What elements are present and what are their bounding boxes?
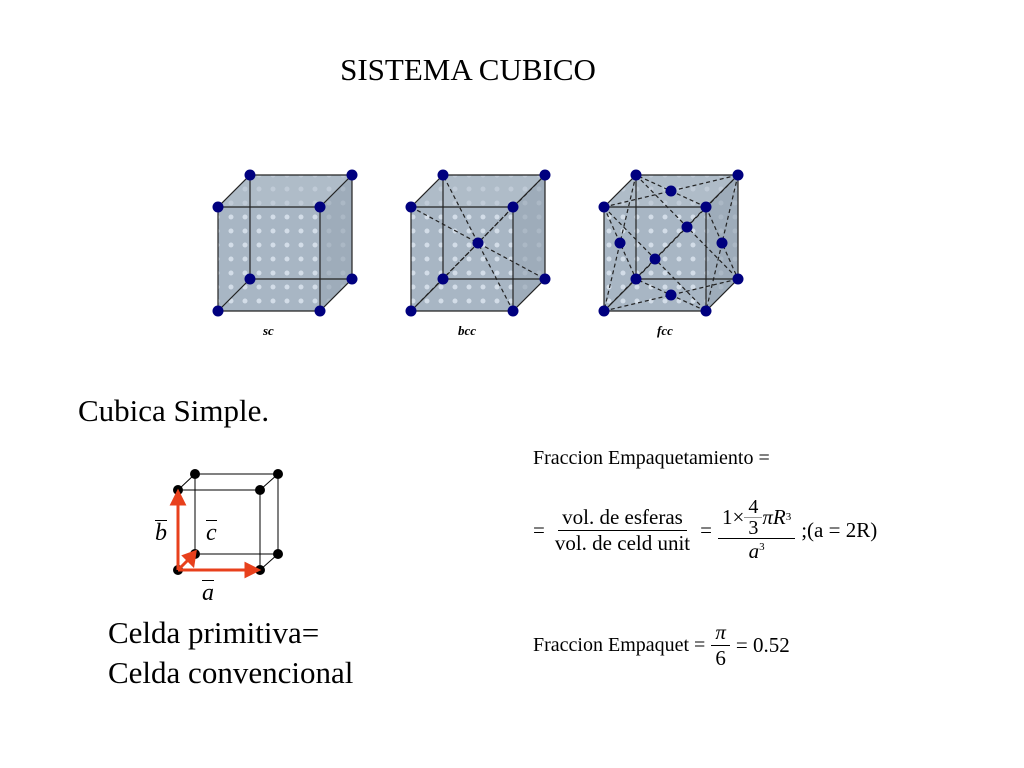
- atom: [405, 305, 417, 317]
- atom: [700, 305, 712, 317]
- atom: [507, 305, 519, 317]
- caption-line-2: Celda convencional: [108, 655, 354, 690]
- atom: [437, 273, 449, 285]
- result-value: = 0.52: [735, 632, 790, 657]
- equals: =: [700, 517, 712, 542]
- exponent: 3: [759, 540, 765, 553]
- result-label: Fraccion Empaquet =: [533, 633, 706, 656]
- atom: [244, 169, 256, 181]
- atom: [598, 305, 610, 317]
- formula-result: Fraccion Empaquet = π 6 = 0.52: [533, 615, 790, 675]
- vector-a-label: a: [202, 580, 214, 606]
- denominator: 6: [715, 645, 726, 670]
- numerator: vol. de esferas: [558, 505, 687, 531]
- denominator: a3: [745, 539, 769, 564]
- prefix: 1×: [722, 504, 745, 529]
- numerator: 4: [744, 497, 763, 518]
- numerator: π: [711, 620, 730, 646]
- atom: [665, 289, 677, 301]
- atom: [732, 273, 744, 285]
- section-heading: Cubica Simple.: [78, 393, 270, 428]
- fraction-volumes: vol. de esferas vol. de celd unit: [551, 505, 694, 556]
- vector-c-label: c: [206, 520, 217, 546]
- equals: =: [533, 517, 545, 542]
- vector-b-label: b: [155, 520, 167, 546]
- atom: [665, 185, 677, 197]
- label-sc: sc: [263, 323, 274, 338]
- atom: [244, 273, 256, 285]
- formula-line-1: Fraccion Empaquetamiento =: [533, 447, 770, 469]
- exponent: 3: [785, 511, 792, 523]
- pi-r: πR: [762, 504, 786, 529]
- atom: [614, 237, 626, 249]
- label-bcc: bcc: [458, 323, 477, 338]
- atom: [539, 169, 551, 181]
- atom: [346, 273, 358, 285]
- atom: [437, 169, 449, 181]
- cube-bcc: [405, 169, 551, 317]
- denominator: vol. de celd unit: [554, 530, 691, 555]
- atom: [630, 273, 642, 285]
- cube-sc: [212, 169, 358, 317]
- caption-line-1: Celda primitiva=: [108, 615, 320, 650]
- atom: [630, 169, 642, 181]
- atom: [732, 169, 744, 181]
- atom: [598, 201, 610, 213]
- fraction-pi-over-6: π 6: [711, 620, 730, 671]
- fraction-sphere-volume: 1× 4 3 πR 3 a3: [718, 497, 796, 564]
- atom: [681, 221, 693, 233]
- fraction-four-thirds: 4 3: [744, 497, 763, 539]
- atom: [507, 201, 519, 213]
- atom: [649, 253, 661, 265]
- atom: [700, 201, 712, 213]
- slide-title: SISTEMA CUBICO: [340, 52, 596, 87]
- formula-line-2: = vol. de esferas vol. de celd unit = 1×…: [533, 480, 877, 580]
- atom: [314, 305, 326, 317]
- denominator: 3: [748, 516, 759, 539]
- atom: [539, 273, 551, 285]
- atom: [314, 201, 326, 213]
- cube-fcc: [598, 169, 744, 317]
- label-fcc: fcc: [657, 323, 673, 338]
- atom: [405, 201, 417, 213]
- atom: [212, 201, 224, 213]
- atom: [472, 237, 484, 249]
- a: a: [748, 538, 760, 563]
- condition: ;(a = 2R): [801, 517, 878, 542]
- atom: [716, 237, 728, 249]
- atom: [212, 305, 224, 317]
- atom: [346, 169, 358, 181]
